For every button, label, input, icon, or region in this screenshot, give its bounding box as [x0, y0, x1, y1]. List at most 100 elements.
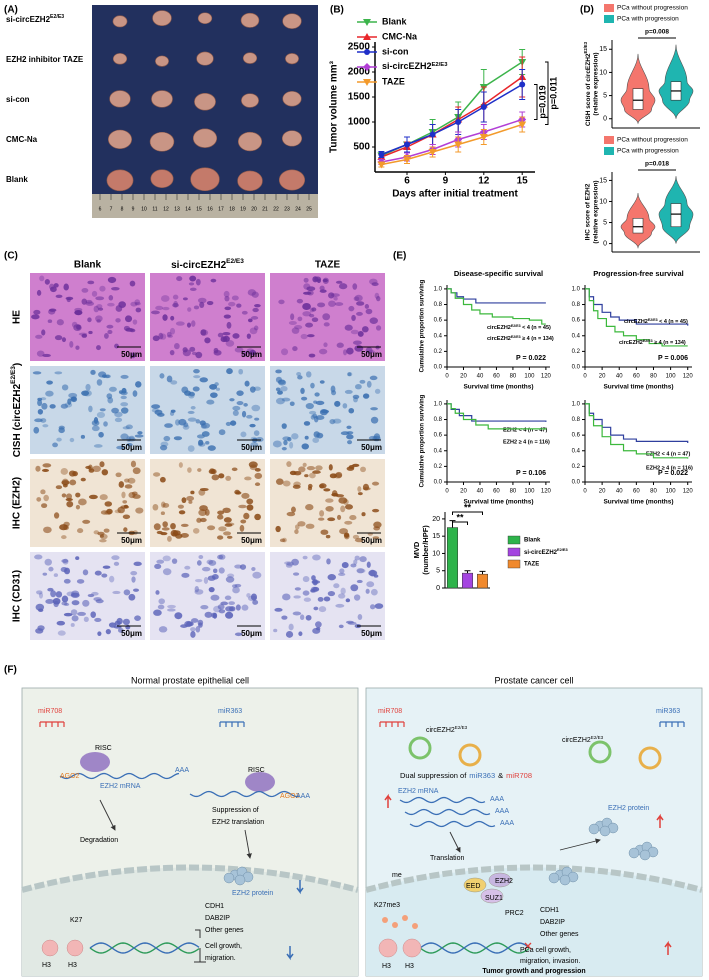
cell-nucleus	[311, 317, 319, 323]
cell-nucleus	[223, 290, 230, 298]
cell-nucleus	[169, 411, 175, 416]
y-tick-label: 1.0	[434, 286, 443, 292]
legend-label: EZH2 < 4 (n = 47)	[646, 451, 690, 457]
cell-nucleus	[201, 431, 210, 437]
cell-nucleus	[368, 350, 375, 354]
diagram-label: Cell growth,	[205, 943, 242, 950]
x-tick-label: 40	[616, 374, 623, 380]
cell-nucleus	[249, 327, 258, 335]
cell-nucleus	[322, 313, 331, 321]
marker	[429, 131, 436, 138]
cell-nucleus	[88, 405, 93, 413]
cell-nucleus	[224, 306, 232, 311]
cell-nucleus	[127, 437, 136, 442]
y-tick-label: 0.4	[434, 448, 443, 454]
panel-title: Prostate cancer cell	[494, 675, 573, 685]
cell-nucleus	[55, 294, 63, 298]
cell-nucleus	[96, 304, 103, 309]
cell-nucleus	[294, 529, 299, 535]
cell-nucleus	[376, 296, 381, 302]
cell-nucleus	[198, 509, 207, 517]
cell-nucleus	[190, 627, 196, 632]
cell-nucleus	[196, 560, 202, 566]
cell-nucleus	[272, 440, 282, 448]
cell-nucleus	[159, 476, 166, 483]
cell-nucleus	[246, 414, 253, 419]
cell-nucleus	[129, 280, 136, 287]
x-tick-label: 80	[650, 374, 657, 380]
y-axis-label: (relative expression)	[593, 52, 600, 115]
cell-nucleus	[61, 337, 67, 343]
circrna	[408, 736, 432, 760]
cell-nucleus	[340, 505, 346, 513]
y-tick-label: 0.2	[572, 349, 581, 355]
significance-bracket	[545, 61, 549, 125]
cell-nucleus	[196, 517, 202, 523]
cell-nucleus	[297, 521, 306, 527]
cell-nucleus	[90, 611, 96, 618]
cell-nucleus	[192, 528, 200, 534]
cell-nucleus	[281, 348, 289, 356]
superscript: E2/E3	[511, 324, 521, 328]
bar	[462, 572, 473, 589]
cell-nucleus	[303, 291, 312, 295]
cell-nucleus	[366, 380, 372, 388]
x-tick-label: 80	[510, 374, 517, 380]
cell-nucleus	[42, 424, 49, 428]
cell-nucleus	[226, 368, 233, 375]
text-part: circEZH2	[487, 325, 511, 331]
up-arrow	[656, 813, 664, 828]
cell-nucleus	[311, 575, 316, 581]
cell-nucleus	[56, 319, 64, 326]
cell-nucleus	[56, 437, 62, 442]
cell-nucleus	[274, 607, 283, 612]
cell-nucleus	[201, 422, 211, 429]
line	[381, 123, 523, 166]
tumor	[192, 128, 218, 148]
cell-nucleus	[285, 563, 293, 568]
cell-nucleus	[206, 399, 215, 405]
nucleosome	[402, 938, 422, 958]
diagram-label: RISC	[95, 745, 112, 752]
cell-nucleus	[362, 483, 369, 491]
circrna	[588, 740, 612, 764]
cell-nucleus	[66, 493, 72, 500]
cell-nucleus	[131, 491, 138, 496]
cell-nucleus	[155, 590, 160, 595]
tumor	[197, 12, 213, 24]
mirna	[219, 721, 245, 727]
prc2-subunit	[463, 877, 487, 893]
ruler-number: 17	[218, 206, 224, 212]
diagram-label: EZH2 mRNA	[398, 788, 439, 795]
cell-nucleus	[315, 621, 322, 628]
cell-nucleus	[218, 567, 225, 574]
cell-nucleus	[361, 326, 369, 333]
legend-label: circEZH2E2/E3 < 4 (n = 45)	[624, 318, 688, 326]
cell-nucleus	[325, 534, 331, 539]
cell-nucleus	[254, 513, 261, 521]
x-tick-label: 120	[541, 374, 552, 380]
cell-nucleus	[249, 423, 256, 428]
protein	[588, 823, 600, 835]
text-part: circEZH2	[562, 737, 591, 744]
cell-nucleus	[117, 506, 125, 514]
row-header: IHC (CD31)	[12, 570, 23, 622]
significance: **	[464, 502, 472, 512]
diagram-label: RISC	[248, 767, 265, 774]
cell-nucleus	[133, 588, 140, 592]
cell-nucleus	[200, 329, 209, 336]
cell-nucleus	[338, 572, 346, 576]
cell-nucleus	[80, 477, 86, 482]
cell-nucleus	[184, 565, 191, 570]
diagram-label: EZH2 mRNA	[100, 783, 141, 790]
text-part: ≥ 4 (n = 134)	[653, 340, 686, 346]
cell-nucleus	[166, 375, 173, 383]
superscript: E2/E3	[226, 258, 244, 265]
text-part: miR363	[469, 771, 495, 780]
cell-nucleus	[325, 498, 334, 503]
chart-title: Progression-free survival	[593, 269, 683, 278]
cell-nucleus	[352, 534, 360, 540]
y-tick-label: 1.0	[572, 401, 581, 407]
tumor	[278, 169, 306, 191]
cell-nucleus	[239, 524, 245, 532]
